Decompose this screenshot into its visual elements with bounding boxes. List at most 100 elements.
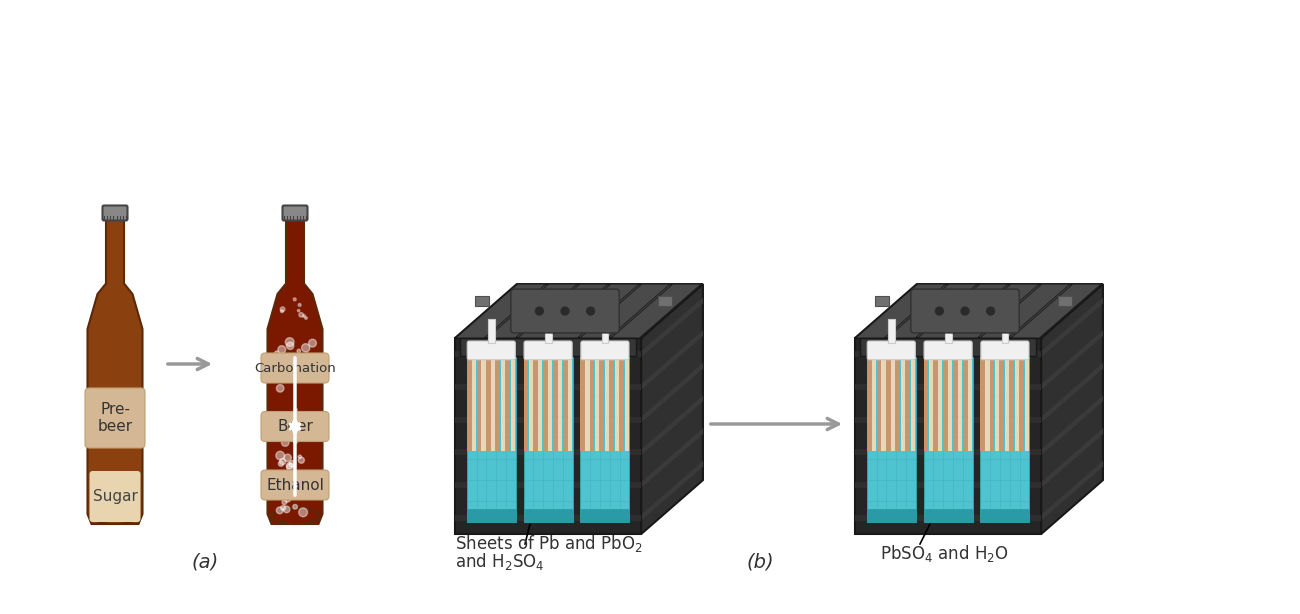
Bar — [944, 352, 948, 451]
Bar — [980, 352, 984, 451]
Text: Ethanol: Ethanol — [266, 478, 324, 492]
Bar — [855, 351, 1041, 357]
Bar — [624, 352, 629, 451]
Bar — [939, 352, 942, 451]
Circle shape — [278, 461, 283, 466]
Circle shape — [306, 360, 309, 363]
Polygon shape — [855, 284, 946, 338]
Circle shape — [280, 353, 286, 359]
Bar — [1005, 352, 1009, 451]
Circle shape — [281, 505, 286, 510]
Polygon shape — [1041, 395, 1102, 455]
Bar — [855, 338, 1041, 534]
FancyBboxPatch shape — [911, 289, 1019, 333]
Polygon shape — [641, 298, 703, 357]
Bar — [1010, 352, 1014, 451]
Circle shape — [298, 303, 302, 306]
Bar — [497, 352, 500, 451]
Bar — [486, 352, 490, 451]
Circle shape — [936, 307, 944, 315]
Circle shape — [292, 478, 302, 488]
Text: Sheets of Pb and PbO$_2$: Sheets of Pb and PbO$_2$ — [455, 533, 642, 554]
Polygon shape — [918, 284, 1008, 338]
Bar — [945, 319, 952, 343]
Bar — [500, 352, 506, 451]
Bar — [477, 352, 481, 451]
Circle shape — [277, 472, 282, 478]
Bar — [1001, 319, 1009, 343]
Bar — [455, 515, 641, 521]
Circle shape — [299, 508, 308, 517]
Bar — [455, 351, 641, 357]
Polygon shape — [1041, 330, 1102, 390]
Polygon shape — [456, 284, 546, 338]
Bar — [855, 417, 1041, 422]
FancyBboxPatch shape — [924, 341, 972, 360]
Bar — [568, 352, 572, 451]
Polygon shape — [268, 219, 322, 524]
Circle shape — [294, 439, 298, 443]
Bar — [529, 352, 533, 451]
Circle shape — [298, 457, 304, 464]
FancyBboxPatch shape — [103, 206, 127, 220]
Circle shape — [280, 459, 286, 465]
Circle shape — [292, 505, 298, 509]
Bar — [533, 352, 538, 451]
Bar — [543, 352, 547, 451]
FancyBboxPatch shape — [511, 289, 619, 333]
Circle shape — [296, 486, 300, 490]
Bar — [887, 352, 890, 451]
Ellipse shape — [272, 508, 318, 524]
FancyBboxPatch shape — [867, 341, 915, 360]
Circle shape — [298, 484, 300, 487]
Circle shape — [299, 313, 303, 317]
FancyBboxPatch shape — [467, 341, 515, 360]
Circle shape — [283, 425, 287, 429]
Polygon shape — [641, 395, 703, 455]
Polygon shape — [455, 284, 703, 338]
Polygon shape — [519, 284, 608, 338]
Bar — [580, 352, 585, 451]
Circle shape — [308, 339, 316, 347]
Circle shape — [304, 353, 309, 358]
Bar — [980, 352, 1030, 523]
Bar — [455, 449, 641, 455]
Ellipse shape — [91, 508, 139, 524]
Polygon shape — [1041, 428, 1102, 488]
Bar — [595, 352, 599, 451]
Bar — [892, 352, 896, 451]
FancyBboxPatch shape — [84, 388, 146, 448]
Bar — [488, 319, 495, 343]
Polygon shape — [980, 284, 1070, 338]
Bar — [563, 352, 567, 451]
Circle shape — [290, 491, 295, 497]
FancyBboxPatch shape — [261, 353, 329, 383]
Polygon shape — [1041, 363, 1102, 422]
Circle shape — [536, 307, 543, 315]
Polygon shape — [1011, 284, 1101, 338]
Bar — [923, 508, 972, 523]
Bar — [585, 352, 589, 451]
Text: Beer: Beer — [277, 419, 313, 434]
Bar — [620, 352, 624, 451]
Bar — [855, 482, 1041, 488]
Polygon shape — [949, 284, 1039, 338]
Circle shape — [287, 464, 295, 472]
Circle shape — [296, 356, 304, 364]
Circle shape — [312, 376, 316, 380]
Bar — [467, 352, 471, 451]
Circle shape — [274, 357, 281, 364]
Bar — [901, 352, 905, 451]
Bar — [994, 352, 1000, 451]
Circle shape — [285, 419, 291, 427]
Bar — [1019, 352, 1024, 451]
Bar — [985, 352, 989, 451]
Circle shape — [286, 491, 294, 499]
Circle shape — [282, 439, 289, 446]
Bar — [481, 352, 486, 451]
Circle shape — [277, 507, 283, 514]
Circle shape — [294, 298, 296, 301]
Bar — [601, 352, 604, 451]
Circle shape — [281, 309, 283, 313]
Polygon shape — [887, 284, 976, 338]
